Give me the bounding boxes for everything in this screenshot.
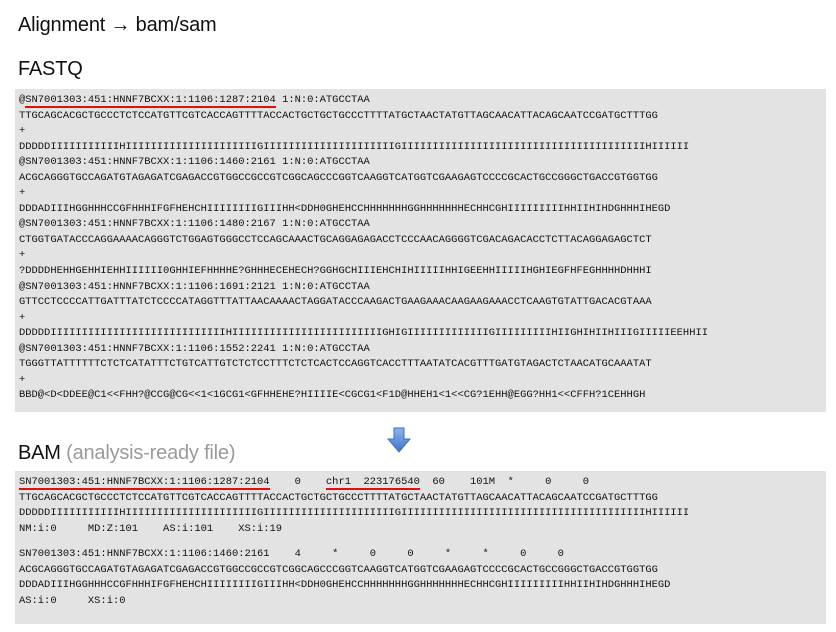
fastq-line-text: DDDADIIIHGGHHHCCGFHHHIFGFHEHCHIIIIIIIIGI…: [19, 202, 671, 215]
fastq-line: +: [19, 373, 822, 389]
fastq-line: ?DDDDHEHHGEHHIEHHIIIIII0GHHIEFHHHHE?GHHH…: [19, 264, 822, 280]
bam-line-text: NM:i:0 MD:Z:101 AS:i:101 XS:i:19: [19, 522, 283, 535]
fastq-line-text: @SN7001303:451:HNNF7BCXX:1:1106:1552:224…: [19, 342, 370, 355]
fastq-line: TTGCAGCACGCTGCCCTCTCCATGTTCGTCACCAGTTTTA…: [19, 109, 822, 125]
fastq-panel: @SN7001303:451:HNNF7BCXX:1:1106:1287:210…: [15, 89, 826, 412]
bam-line-text: TTGCAGCACGCTGCCCTCTCCATGTTCGTCACCAGTTTTA…: [19, 491, 658, 504]
fastq-line-text: DDDDDIIIIIIIIIIIIIIIIIIIIIIIIIIIIHIIIIII…: [19, 327, 708, 340]
fastq-line-text: ACGCAGGGTGCCAGATGTAGAGATCGAGACCGTGGCCGCC…: [19, 171, 658, 184]
fastq-line-text: ?DDDDHEHHGEHHIEHHIIIIII0GHHIEFHHHHE?GHHH…: [19, 265, 652, 278]
fastq-line-text: @SN7001303:451:HNNF7BCXX:1:1106:1460:216…: [19, 156, 370, 169]
bam-line-text: SN7001303:451:HNNF7BCXX:1:1106:1460:2161…: [19, 548, 564, 561]
fastq-line: DDDDDIIIIIIIIIIIHIIIIIIIIIIIIIIIIIIIIIGI…: [19, 140, 822, 156]
bam-line-text: DDDADIIIHGGHHHCCGFHHHIFGFHEHCHIIIIIIIIGI…: [19, 579, 671, 592]
fastq-line-text: +: [19, 187, 26, 200]
fastq-line: +: [19, 186, 822, 202]
bam-line-text: ACGCAGGGTGCCAGATGTAGAGATCGAGACCGTGGCCGCC…: [19, 563, 658, 576]
bam-heading: BAM (analysis-ready file): [18, 442, 236, 465]
bam-line: ACGCAGGGTGCCAGATGTAGAGATCGAGACCGTGGCCGCC…: [19, 563, 822, 579]
fastq-line-text: @SN7001303:451:HNNF7BCXX:1:1106:1691:212…: [19, 280, 370, 293]
bam-flag: 0: [269, 476, 326, 488]
fastq-line: TGGGTTATTTTTTCTCTCATATTTCTGTCATTGTCTCTCC…: [19, 357, 822, 373]
fastq-line: @SN7001303:451:HNNF7BCXX:1:1106:1691:212…: [19, 280, 822, 296]
bam-line: SN7001303:451:HNNF7BCXX:1:1106:1287:2104…: [19, 475, 822, 491]
fastq-line: DDDDDIIIIIIIIIIIIIIIIIIIIIIIIIIIIHIIIIII…: [19, 326, 822, 342]
bam-line-text: DDDDDIIIIIIIIIIIHIIIIIIIIIIIIIIIIIIIIIGI…: [19, 507, 690, 520]
bam-line: NM:i:0 MD:Z:101 AS:i:101 XS:i:19: [19, 522, 822, 538]
fastq-line: +: [19, 311, 822, 327]
bam-line: SN7001303:451:HNNF7BCXX:1:1106:1460:2161…: [19, 547, 822, 563]
bam-line: TTGCAGCACGCTGCCCTCTCCATGTTCGTCACCAGTTTTA…: [19, 491, 822, 507]
fastq-line-text: +: [19, 125, 26, 138]
fastq-line: +: [19, 124, 822, 140]
fastq-line: @SN7001303:451:HNNF7BCXX:1:1106:1460:216…: [19, 155, 822, 171]
fastq-line: GTTCCTCCCCATTGATTTATCTCCCCATAGGTTTATTAAC…: [19, 295, 822, 311]
fastq-line: @SN7001303:451:HNNF7BCXX:1:1106:1480:216…: [19, 217, 822, 233]
fastq-line-text: TGGGTTATTTTTTCTCTCATATTTCTGTCATTGTCTCTCC…: [19, 358, 652, 371]
record-separator: [19, 537, 822, 547]
fastq-heading: FASTQ: [18, 58, 83, 80]
bam-heading-label: BAM: [18, 442, 61, 464]
fastq-line-text: +: [19, 249, 26, 262]
fastq-line: CTGGTGATACCCAGGAAAACAGGGTCTGGAGTGGGCCTCC…: [19, 233, 822, 249]
fastq-line: ACGCAGGGTGCCAGATGTAGAGATCGAGACCGTGGCCGCC…: [19, 171, 822, 187]
bam-line: DDDDDIIIIIIIIIIIHIIIIIIIIIIIIIIIIIIIIIGI…: [19, 506, 822, 522]
bam-line: AS:i:0 XS:i:0: [19, 594, 822, 610]
fastq-line-text: DDDDDIIIIIIIIIIIHIIIIIIIIIIIIIIIIIIIIIGI…: [19, 140, 690, 153]
fastq-line: @SN7001303:451:HNNF7BCXX:1:1106:1552:224…: [19, 342, 822, 358]
fastq-line-text: BBD@<D<DDEE@C1<<FHH?@CCG@CG<<1<1GCG1<GFH…: [19, 389, 646, 402]
fastq-line: DDDADIIIHGGHHHCCGFHHHIFGFHEHCHIIIIIIIIGI…: [19, 202, 822, 218]
fastq-line-text: @: [19, 94, 26, 106]
fastq-line-text: TTGCAGCACGCTGCCCTCTCCATGTTCGTCACCAGTTTTA…: [19, 109, 658, 122]
read-id-highlight: SN7001303:451:HNNF7BCXX:1:1106:1287:2104: [25, 94, 276, 108]
read-id-highlight: SN7001303:451:HNNF7BCXX:1:1106:1287:2104: [19, 476, 270, 490]
down-arrow-icon: [386, 427, 412, 453]
slide-title: Alignment → bam/sam: [18, 14, 217, 36]
bam-line: DDDADIIIHGGHHHCCGFHHHIFGFHEHCHIIIIIIIIGI…: [19, 578, 822, 594]
fastq-line: +: [19, 248, 822, 264]
bam-fields: 60 101M * 0 0: [419, 476, 589, 488]
bam-panel: SN7001303:451:HNNF7BCXX:1:1106:1287:2104…: [15, 471, 826, 624]
fastq-line-text: +: [19, 311, 26, 324]
fastq-line: @SN7001303:451:HNNF7BCXX:1:1106:1287:210…: [19, 93, 822, 109]
chrom-position-highlight: chr1 223176540: [325, 476, 420, 490]
fastq-line-text: 1:N:0:ATGCCTAA: [275, 94, 370, 106]
fastq-line-text: GTTCCTCCCCATTGATTTATCTCCCCATAGGTTTATTAAC…: [19, 296, 652, 309]
bam-heading-sublabel: (analysis-ready file): [66, 442, 236, 464]
fastq-line: BBD@<D<DDEE@C1<<FHH?@CCG@CG<<1<1GCG1<GFH…: [19, 388, 822, 404]
fastq-line-text: @SN7001303:451:HNNF7BCXX:1:1106:1480:216…: [19, 218, 370, 231]
bam-line-text: AS:i:0 XS:i:0: [19, 594, 126, 607]
fastq-line-text: +: [19, 373, 26, 386]
fastq-line-text: CTGGTGATACCCAGGAAAACAGGGTCTGGAGTGGGCCTCC…: [19, 233, 652, 246]
